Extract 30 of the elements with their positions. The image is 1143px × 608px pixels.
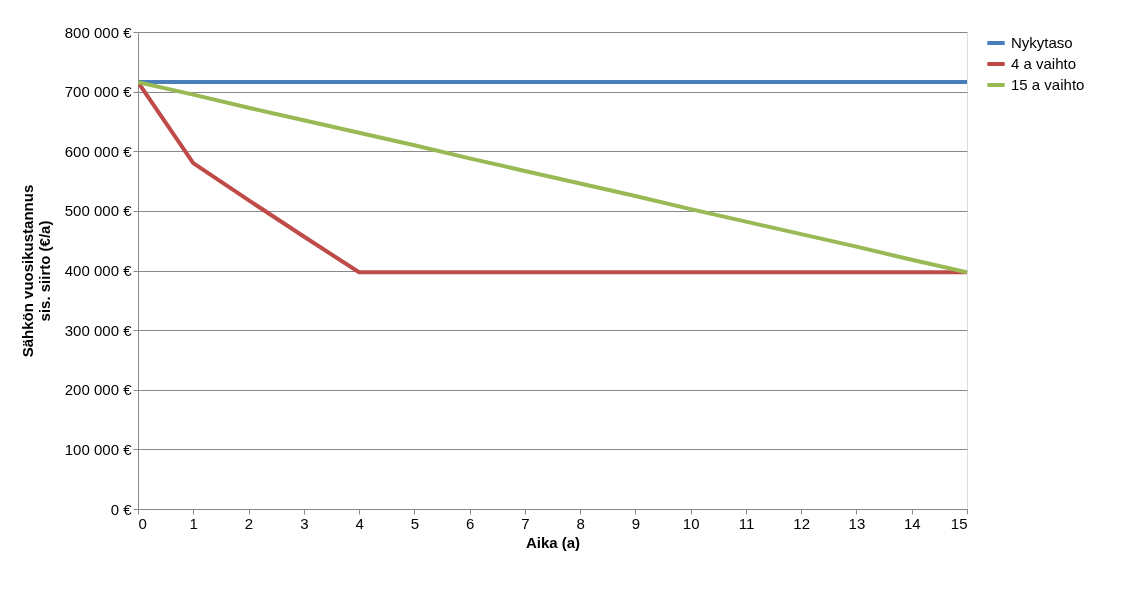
x-tick-label: 5 xyxy=(410,514,420,532)
x-tick-label: 6 xyxy=(465,514,475,532)
x-tick-label: 12 xyxy=(793,514,811,532)
y-tick-label: 0 € xyxy=(110,500,133,518)
x-tick-label: 8 xyxy=(576,514,585,532)
x-tick-label: 0 xyxy=(138,514,147,532)
legend-label: Nykytaso xyxy=(1011,34,1073,51)
x-tick-label: 4 xyxy=(355,514,364,532)
x-tick-label: 13 xyxy=(848,514,866,532)
y-tick-label: 100 000 € xyxy=(64,440,133,458)
y-tick-label: 500 000 € xyxy=(64,202,133,220)
y-tick-label: 600 000 € xyxy=(64,142,133,160)
y-tick-label: 700 000 € xyxy=(64,83,133,101)
y-axis-title: Sähkön vuosikustannus sis. siirto (€/a) xyxy=(18,184,53,358)
y-tick-label: 200 000 € xyxy=(64,381,133,399)
x-tick-label: 9 xyxy=(631,514,641,532)
legend-label: 15 a vaihto xyxy=(1011,76,1085,93)
x-tick-label: 11 xyxy=(738,514,755,532)
y-tick-label: 800 000 € xyxy=(64,23,133,41)
y-tick-label: 300 000 € xyxy=(64,321,133,339)
legend-label: 4 a vaihto xyxy=(1011,55,1077,72)
x-tick-label: 14 xyxy=(903,514,921,532)
x-tick-label: 1 xyxy=(189,514,198,532)
x-axis-title: Aika (a) xyxy=(525,533,581,551)
y-tick-label: 400 000 € xyxy=(64,262,133,279)
x-tick-label: 15 xyxy=(950,514,968,532)
x-tick-label: 7 xyxy=(521,514,530,532)
x-tick-label: 10 xyxy=(682,514,700,532)
x-tick-label: 3 xyxy=(300,514,309,532)
x-tick-label: 2 xyxy=(244,514,254,532)
